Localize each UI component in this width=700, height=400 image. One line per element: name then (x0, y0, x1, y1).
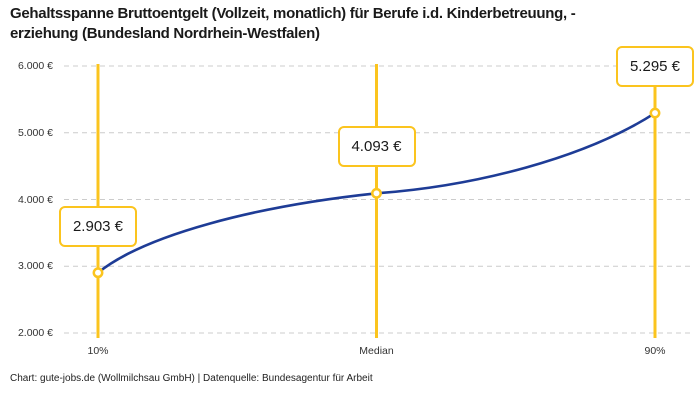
point-value-label: 4.093 € (337, 126, 416, 168)
y-axis-tick-label: 6.000 € (17, 60, 53, 72)
data-point-marker (92, 267, 104, 279)
chart-title: Gehaltsspanne Bruttoentgelt (Vollzeit, m… (10, 4, 696, 44)
chart-attribution: Chart: gute-jobs.de (Wollmilchsau GmbH) … (10, 373, 373, 384)
data-point-marker (371, 187, 382, 199)
data-point-marker (649, 107, 661, 119)
y-axis-tick-label: 4.000 € (17, 193, 53, 206)
y-axis-tick-label: 5.000 € (17, 126, 53, 139)
chart-title-line1: Gehaltsspanne Bruttoentgelt (Vollzeit, m… (10, 5, 576, 22)
point-value-label: 2.903 € (59, 205, 137, 247)
x-axis-tick-label: 10% (87, 345, 109, 357)
chart-title-line2: erziehung (Bundesland Nordrhein-Westfale… (10, 25, 320, 42)
y-axis-tick-label: 2.000 € (17, 327, 53, 339)
y-axis-tick-label: 3.000 € (17, 260, 53, 273)
x-axis-tick-label: Median (359, 345, 394, 357)
point-value-label: 5.295 € (616, 46, 694, 88)
x-axis-tick-label: 90% (644, 345, 666, 357)
